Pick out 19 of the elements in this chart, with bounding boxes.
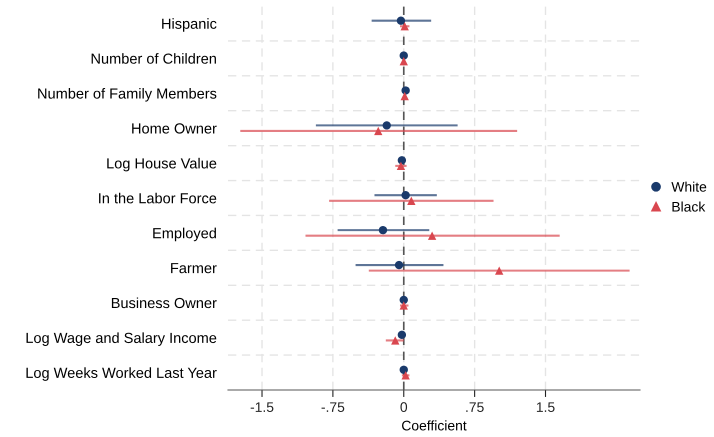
y-tick-label: Employed [153,228,216,242]
legend-label: White [671,182,706,192]
x-tick-label: .75 [466,402,484,412]
y-tick-label: Number of Children [92,53,216,64]
x-tick-label: 1.5 [536,402,555,412]
y-tick-label: Log House Value [107,158,216,172]
y-tick-label: Hispanic [162,18,217,32]
y-tick-label: Business Owner [112,297,217,308]
x-tick-label: 0 [400,402,408,412]
y-tick-label: Number of Family Members [38,88,216,102]
y-tick-label: Log Weeks Worked Last Year [26,367,217,381]
y-tick-label: Log Wage and Salary Income [26,332,216,346]
legend-label: Black [672,201,706,212]
y-tick-label: Farmer [171,263,217,274]
y-tick-label: In the Labor Force [99,192,216,204]
x-tick-label: -.75 [322,402,344,412]
x-axis-title: Coefficient [402,420,467,431]
y-tick-label: Home Owner [132,123,217,134]
x-tick-label: -1.5 [250,402,274,412]
